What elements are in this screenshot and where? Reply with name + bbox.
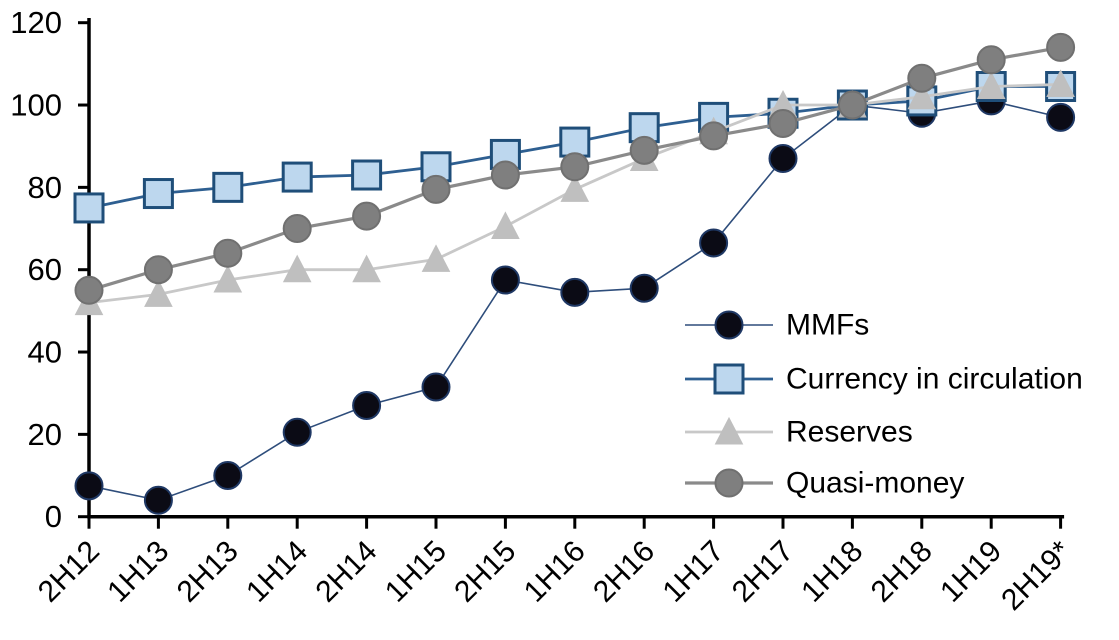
- marker-reserves-2h15: [491, 211, 520, 239]
- marker-quasi-money-2h18: [907, 63, 937, 93]
- legend-item-currency-in-circulation: Currency in circulation: [685, 363, 1083, 396]
- marker-currency-in-circulation-1h13: [142, 178, 174, 210]
- x-tick-label-1h17: 1H17: [657, 535, 731, 609]
- marker-mmfs-1h14: [282, 417, 312, 447]
- legend-label-mmfs: MMFs: [786, 309, 869, 342]
- marker-reserves-1h15: [421, 244, 451, 272]
- marker-mmfs-2h14: [352, 391, 382, 421]
- marker-currency-in-circulation-1h16: [559, 126, 591, 158]
- legend-label-currency-in-circulation: Currency in circulation: [786, 363, 1083, 396]
- y-tick-label: 40: [28, 335, 62, 370]
- x-tick-label-2h14: 2H14: [310, 535, 384, 609]
- marker-quasi-money-2h13: [213, 238, 243, 268]
- marker-quasi-money-2h12: [74, 275, 104, 305]
- x-tick-label-2h17: 2H17: [726, 535, 800, 609]
- legend-item-mmfs: MMFs: [685, 309, 869, 342]
- y-tick-label: 0: [45, 499, 62, 534]
- marker-mmfs-1h15: [421, 372, 451, 402]
- legend-item-quasi-money: Quasi-money: [685, 467, 964, 500]
- marker-quasi-money-2h15: [490, 160, 520, 190]
- marker-quasi-money-2h14: [352, 201, 382, 231]
- marker-mmfs-2h19: [1046, 102, 1076, 132]
- marker-currency-in-circulation-1h14: [281, 161, 313, 193]
- marker-mmfs-1h17: [699, 228, 729, 258]
- marker-reserves-2h18: [907, 81, 937, 110]
- marker-quasi-money-1h17: [699, 121, 729, 151]
- marker-quasi-money-1h16: [560, 152, 590, 182]
- marker-reserves-1h19: [976, 71, 1006, 100]
- x-tick-label-2h12: 2H12: [32, 535, 106, 609]
- marker-quasi-money-2h16: [629, 135, 659, 165]
- x-tick-label-1h15: 1H15: [379, 535, 453, 609]
- y-tick-label: 60: [28, 252, 62, 287]
- marker-quasi-money-1h15: [421, 174, 451, 204]
- marker-mmfs-2h16: [629, 273, 659, 303]
- legend-label-reserves: Reserves: [786, 416, 913, 449]
- marker-mmfs-2h13: [213, 461, 243, 491]
- marker-quasi-money-2h17: [768, 109, 798, 139]
- legend: MMFs Currency in circulation Reserves Quasi…: [685, 309, 1083, 500]
- marker-mmfs-2h12: [74, 471, 104, 501]
- x-tick-label-1h14: 1H14: [240, 535, 314, 609]
- marker-currency-in-circulation-2h14: [351, 159, 383, 191]
- marker-reserves-1h16: [560, 174, 590, 202]
- marker-reserves-2h13: [213, 264, 243, 293]
- legend-marker-quasi-money: [714, 468, 744, 498]
- marker-reserves-1h13: [144, 279, 173, 307]
- x-tick-label-2h18: 2H18: [865, 535, 939, 609]
- y-tick-label: 80: [28, 170, 62, 205]
- y-tick-label: 100: [10, 88, 62, 123]
- marker-quasi-money-1h13: [143, 255, 173, 285]
- legend-marker-reserves: [714, 416, 744, 445]
- x-tick-label-1h16: 1H16: [518, 535, 592, 609]
- x-tick-label-1h18: 1H18: [795, 535, 869, 609]
- legend-marker-currency-in-circulation: [713, 363, 745, 395]
- marker-mmfs-2h17: [768, 144, 798, 174]
- marker-reserves-2h19: [1046, 69, 1075, 97]
- series-quasi-money: [74, 32, 1076, 305]
- x-tick-label-2h15: 2H15: [448, 535, 522, 609]
- marker-mmfs-1h13: [143, 485, 173, 515]
- marker-mmfs-1h16: [560, 277, 590, 307]
- marker-currency-in-circulation-2h13: [212, 171, 244, 203]
- y-tick-label: 120: [10, 5, 62, 40]
- legend-marker-mmfs: [714, 310, 744, 340]
- marker-quasi-money-2h19: [1046, 32, 1076, 62]
- x-tick-label-2h16: 2H16: [587, 535, 661, 609]
- legend-label-quasi-money: Quasi-money: [786, 467, 964, 500]
- x-tick-label-2h19: 2H19*: [995, 534, 1078, 617]
- x-tick-label-1h19: 1H19: [934, 535, 1008, 609]
- x-tick-label-1h13: 1H13: [101, 535, 175, 609]
- x-tick-label-2h13: 2H13: [171, 535, 245, 609]
- marker-quasi-money-1h18: [837, 90, 867, 120]
- marker-currency-in-circulation-2h12: [73, 192, 105, 224]
- marker-quasi-money-1h14: [282, 214, 312, 244]
- legend-item-reserves: Reserves: [685, 416, 913, 449]
- marker-mmfs-2h15: [490, 265, 520, 295]
- y-tick-label: 20: [28, 417, 62, 452]
- marker-quasi-money-1h19: [976, 45, 1006, 75]
- marker-reserves-2h14: [352, 254, 381, 283]
- marker-currency-in-circulation-2h15: [489, 138, 521, 170]
- marker-reserves-1h14: [282, 254, 312, 283]
